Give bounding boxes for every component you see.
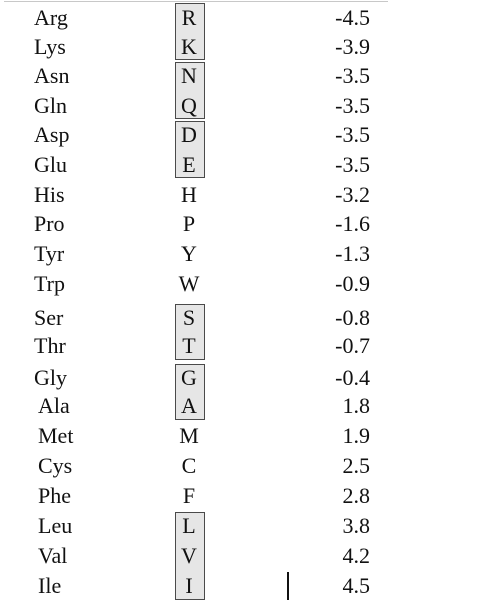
hydropathy-value: 2.8 (342, 483, 371, 508)
table-row: Cys C 2.5 (0, 452, 482, 480)
table-row: Gln Q -3.5 (0, 92, 482, 120)
residue-name: Phe (38, 483, 71, 508)
residue-code: N (181, 63, 197, 88)
hydropathy-value: 4.5 (342, 573, 371, 598)
highlight-box-nq (175, 62, 205, 119)
hydropathy-value: -4.5 (335, 5, 370, 30)
table-row: His H -3.2 (0, 181, 482, 209)
highlight-box-st (175, 304, 205, 360)
highlight-box-rk (175, 3, 205, 60)
residue-code: D (181, 122, 197, 147)
residue-name: Leu (38, 513, 73, 538)
table-row: Ile I 4.5 (0, 572, 482, 600)
table-row: Tyr Y -1.3 (0, 240, 482, 268)
text-cursor (287, 572, 289, 600)
hydropathy-value: -3.5 (335, 122, 370, 147)
residue-name: His (34, 182, 65, 207)
residue-name: Cys (38, 453, 73, 478)
table-row: Asp D -3.5 (0, 121, 482, 149)
hydropathy-value: 2.5 (342, 453, 371, 478)
hydropathy-value: 1.9 (342, 423, 371, 448)
table-row: Arg R -4.5 (0, 4, 482, 32)
residue-code: V (181, 543, 197, 568)
hydropathy-value: -0.4 (335, 365, 370, 390)
residue-code: R (181, 5, 197, 30)
table-row: Ser S -0.8 (0, 304, 482, 332)
residue-code: H (181, 182, 197, 207)
table-row: Gly G -0.4 (0, 364, 482, 392)
residue-name: Ile (38, 573, 62, 598)
table-row: Ala A 1.8 (0, 392, 482, 420)
hydropathy-value: 4.2 (342, 543, 371, 568)
hydropathy-value: -0.8 (335, 305, 370, 330)
residue-name: Ala (38, 393, 70, 418)
table-row: Val V 4.2 (0, 542, 482, 570)
residue-code: L (182, 513, 196, 538)
table-row: Lys K -3.9 (0, 33, 482, 61)
residue-name: Asn (34, 63, 70, 88)
residue-name: Gly (34, 365, 67, 390)
hydropathy-value: -0.7 (335, 333, 370, 358)
top-divider (4, 1, 388, 2)
hydropathy-value: -3.9 (335, 34, 370, 59)
residue-name: Glu (34, 152, 67, 177)
residue-code: W (178, 271, 200, 296)
hydropathy-value: -1.6 (335, 211, 370, 236)
residue-name: Pro (34, 211, 65, 236)
table-row: Leu L 3.8 (0, 512, 482, 540)
residue-code: M (179, 423, 199, 448)
highlight-box-de (175, 121, 205, 178)
highlight-box-lvi (175, 512, 205, 600)
residue-name: Ser (34, 305, 64, 330)
residue-name: Val (38, 543, 68, 568)
residue-name: Tyr (34, 241, 65, 266)
table-row: Asn N -3.5 (0, 62, 482, 90)
hydropathy-value: -3.5 (335, 63, 370, 88)
table-row: Pro P -1.6 (0, 210, 482, 238)
residue-name: Thr (34, 333, 66, 358)
residue-name: Gln (34, 93, 67, 118)
table-row: Met M 1.9 (0, 422, 482, 450)
residue-code: A (181, 393, 197, 418)
table-row: Phe F 2.8 (0, 482, 482, 510)
residue-code: K (181, 34, 197, 59)
residue-name: Arg (34, 5, 68, 30)
hydropathy-value: -1.3 (335, 241, 370, 266)
hydropathy-value: 1.8 (342, 393, 371, 418)
hydropathy-value: -3.2 (335, 182, 370, 207)
residue-code: Q (181, 93, 197, 118)
residue-code: P (182, 211, 196, 236)
table-row: Thr T -0.7 (0, 332, 482, 360)
residue-code: E (182, 152, 196, 177)
residue-name: Met (38, 423, 74, 448)
highlight-box-ga (175, 364, 205, 420)
residue-code: C (181, 453, 197, 478)
residue-code: F (182, 483, 196, 508)
residue-code: I (185, 573, 193, 598)
table-row: Glu E -3.5 (0, 151, 482, 179)
residue-code: S (182, 305, 196, 330)
residue-code: Y (181, 241, 197, 266)
hydropathy-value: -3.5 (335, 152, 370, 177)
residue-code: T (182, 333, 196, 358)
residue-name: Trp (34, 271, 65, 296)
table-row: Trp W -0.9 (0, 270, 482, 298)
hydropathy-value: 3.8 (342, 513, 371, 538)
residue-code: G (181, 365, 197, 390)
residue-name: Lys (34, 34, 66, 59)
hydropathy-value: -3.5 (335, 93, 370, 118)
hydropathy-value: -0.9 (335, 271, 370, 296)
residue-name: Asp (34, 122, 70, 147)
